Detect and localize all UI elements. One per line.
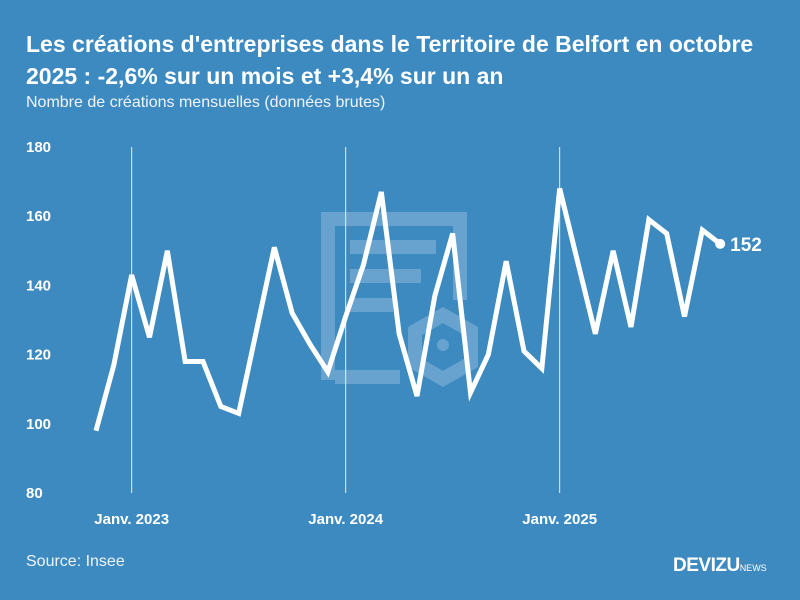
x-tick-label: Janv. 2023 <box>94 511 169 528</box>
data-point <box>715 238 726 249</box>
y-tick-label: 140 <box>26 277 51 294</box>
x-tick-label: Janv. 2025 <box>522 511 597 528</box>
logo-main: DEVIZU <box>673 555 740 576</box>
y-tick-label: 180 <box>26 139 51 156</box>
source-note: Source: Insee <box>26 553 125 570</box>
last-value-label: 152 <box>730 235 762 256</box>
chart-subtitle: Nombre de créations mensuelles (données … <box>26 94 386 111</box>
y-tick-label: 80 <box>26 485 43 502</box>
series-line <box>93 187 722 432</box>
y-tick-label: 160 <box>26 208 51 225</box>
x-tick-label: Janv. 2024 <box>308 511 383 528</box>
y-tick-label: 120 <box>26 347 51 364</box>
chart-title: Les créations d'entreprises dans le Terr… <box>26 31 754 89</box>
y-tick-label: 100 <box>26 416 51 433</box>
brand-logo: DEVIZUNEWS <box>673 555 767 577</box>
logo-suffix: NEWS <box>739 563 767 573</box>
